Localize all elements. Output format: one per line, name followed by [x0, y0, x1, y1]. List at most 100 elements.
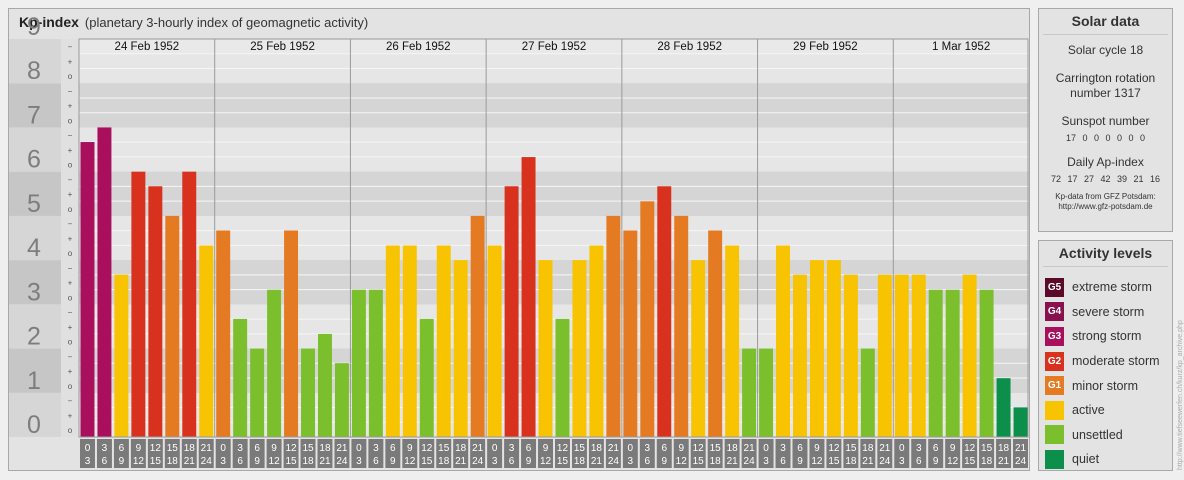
thirds-marker: o — [68, 72, 73, 81]
interval-box — [724, 439, 740, 468]
interval-end-label: 18 — [438, 456, 450, 467]
interval-box — [385, 439, 401, 468]
interval-start-label: 3 — [102, 443, 108, 454]
interval-start-label: 3 — [645, 443, 651, 454]
kp-bar — [318, 333, 332, 437]
kp-bar — [725, 245, 740, 437]
activity-level-strong-storm: G3 strong storm — [1045, 324, 1172, 349]
interval-start-label: 6 — [119, 443, 125, 454]
interval-box — [402, 439, 418, 468]
interval-end-label: 6 — [916, 456, 922, 467]
kp-bar — [351, 289, 366, 437]
interval-box — [487, 439, 503, 468]
chart-title: Kp-index (planetary 3-hourly index of geo… — [19, 14, 368, 30]
kp-bar — [148, 186, 163, 437]
interval-box — [181, 439, 197, 468]
interval-start-label: 21 — [336, 443, 348, 454]
thirds-marker: − — [68, 43, 73, 52]
level-label: quiet — [1072, 452, 1100, 467]
interval-end-label: 18 — [981, 456, 993, 467]
kp-bar — [911, 274, 926, 437]
interval-end-label: 9 — [933, 456, 939, 467]
ap-values: 72 17 27 42 39 21 16 — [1050, 174, 1161, 184]
day-label: 1 Mar 1952 — [932, 41, 990, 53]
interval-end-label: 15 — [557, 456, 569, 467]
interval-end-label: 6 — [237, 456, 243, 467]
level-swatch — [1045, 449, 1064, 469]
activity-level-extreme-storm: G5 extreme storm — [1045, 275, 1172, 300]
interval-start-label: 0 — [899, 443, 905, 454]
day-label: 28 Feb 1952 — [657, 41, 722, 53]
interval-box — [605, 439, 621, 468]
interval-start-label: 18 — [184, 443, 196, 454]
thirds-marker: + — [68, 411, 73, 420]
interval-box — [673, 439, 689, 468]
source-line1: Kp-data from GFZ Potsdam: — [1055, 192, 1156, 201]
kp-bar — [589, 245, 604, 437]
interval-end-label: 15 — [828, 456, 840, 467]
interval-start-label: 6 — [661, 443, 667, 454]
thirds-marker: o — [68, 382, 73, 391]
interval-end-label: 3 — [899, 456, 905, 467]
interval-start-label: 18 — [727, 443, 739, 454]
interval-box — [741, 439, 757, 468]
thirds-column — [61, 39, 79, 437]
interval-end-label: 3 — [220, 456, 226, 467]
kp-bar — [962, 274, 977, 437]
thirds-marker: + — [68, 57, 73, 66]
kp-bar — [674, 215, 689, 437]
interval-end-label: 3 — [356, 456, 362, 467]
kp-bar — [538, 260, 553, 437]
thirds-marker: + — [68, 146, 73, 155]
kp-bar — [860, 348, 875, 437]
level-label: strong storm — [1072, 329, 1142, 344]
kp-bar — [284, 230, 299, 437]
interval-start-label: 15 — [710, 443, 722, 454]
thirds-marker: + — [68, 279, 73, 288]
interval-box — [860, 439, 876, 468]
interval-start-label: 0 — [492, 443, 498, 454]
solar-cycle: Solar cycle 18 — [1067, 43, 1144, 57]
level-swatch — [1045, 400, 1064, 420]
thirds-marker: + — [68, 102, 73, 111]
interval-start-label: 18 — [455, 443, 467, 454]
sunspot-values: 17 0 0 0 0 0 0 — [1065, 133, 1146, 143]
interval-end-label: 12 — [404, 456, 416, 467]
interval-box — [945, 439, 961, 468]
interval-start-label: 12 — [421, 443, 433, 454]
kp-bar — [572, 260, 587, 437]
interval-box — [521, 439, 537, 468]
thirds-marker: o — [68, 161, 73, 170]
interval-box — [113, 439, 129, 468]
interval-start-label: 15 — [981, 443, 993, 454]
interval-box — [979, 439, 995, 468]
source-link[interactable]: http://www.gfz-potsdam.de — [1058, 202, 1153, 211]
interval-start-label: 6 — [933, 443, 939, 454]
interval-start-label: 0 — [763, 443, 769, 454]
interval-end-label: 18 — [167, 456, 179, 467]
day-label: 27 Feb 1952 — [522, 41, 587, 53]
y-tick-label: 3 — [27, 278, 41, 306]
interval-end-label: 15 — [693, 456, 705, 467]
interval-box — [571, 439, 587, 468]
thirds-marker: − — [68, 220, 73, 229]
kp-bar — [623, 230, 638, 437]
thirds-marker: + — [68, 234, 73, 243]
interval-end-label: 9 — [390, 456, 396, 467]
kp-bar — [334, 363, 349, 437]
interval-box — [826, 439, 842, 468]
interval-end-label: 15 — [421, 456, 433, 467]
interval-box — [130, 439, 146, 468]
activity-levels-heading: Activity levels — [1043, 241, 1168, 267]
level-label: active — [1072, 403, 1105, 418]
interval-end-label: 12 — [133, 456, 145, 467]
interval-box — [962, 439, 978, 468]
kp-bar — [843, 274, 858, 437]
interval-end-label: 9 — [797, 456, 803, 467]
interval-start-label: 9 — [814, 443, 820, 454]
interval-start-label: 15 — [845, 443, 857, 454]
day-label: 24 Feb 1952 — [115, 41, 180, 53]
kp-bar — [894, 274, 909, 437]
interval-end-label: 21 — [727, 456, 739, 467]
